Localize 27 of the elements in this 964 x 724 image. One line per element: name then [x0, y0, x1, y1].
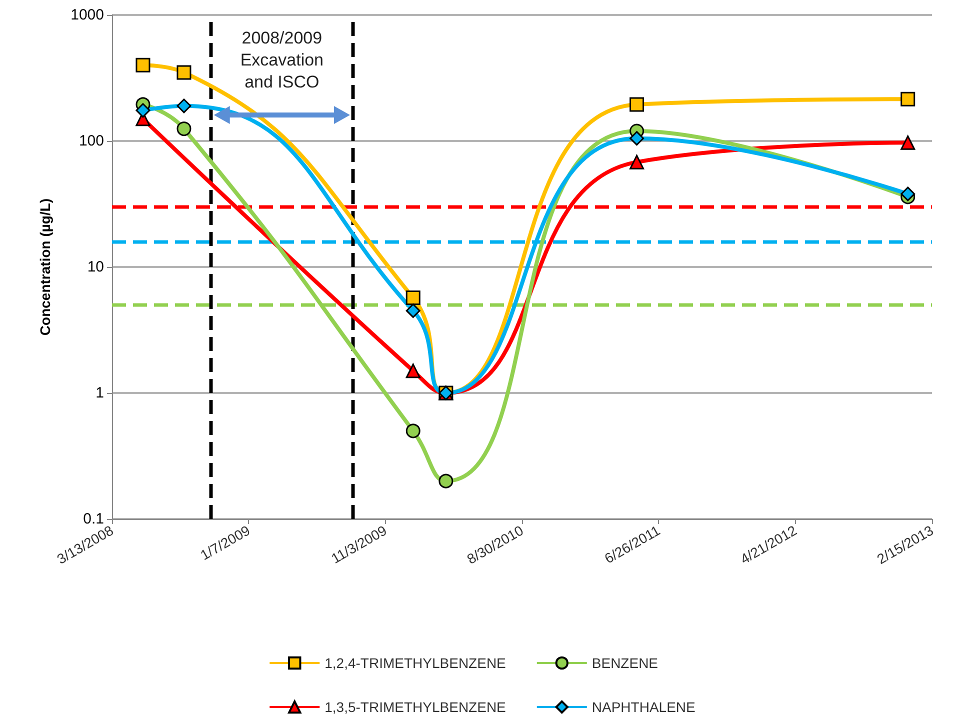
y-tick-label: 1 [96, 384, 104, 402]
point [406, 290, 420, 306]
point [406, 303, 420, 318]
y-tick-label: 100 [78, 132, 104, 150]
y-tick-label: 10 [87, 258, 104, 276]
point [630, 154, 644, 170]
legend-label: 1,2,4-TRIMETHYLBENZENE [324, 655, 506, 671]
legend-label: 1,3,5-TRIMETHYLBENZENE [324, 699, 506, 715]
point [406, 364, 420, 378]
y-axis-title: Concentration (µg/L) [37, 198, 53, 336]
point [406, 424, 420, 438]
legend-label: NAPHTHALENE [592, 699, 696, 715]
point [176, 98, 192, 114]
point [900, 186, 916, 202]
point [630, 131, 644, 146]
annotation: 2008/2009 Excavation and ISCO [240, 28, 324, 92]
point [438, 474, 454, 488]
point [630, 97, 644, 112]
y-tick-label: 1000 [70, 6, 104, 24]
legend-label: BENZENE [592, 655, 658, 671]
point [176, 122, 192, 136]
point [136, 103, 150, 118]
point [900, 135, 916, 150]
point [176, 65, 192, 80]
point [900, 92, 916, 106]
point [136, 58, 150, 72]
y-tick-label: 0.1 [83, 510, 104, 528]
